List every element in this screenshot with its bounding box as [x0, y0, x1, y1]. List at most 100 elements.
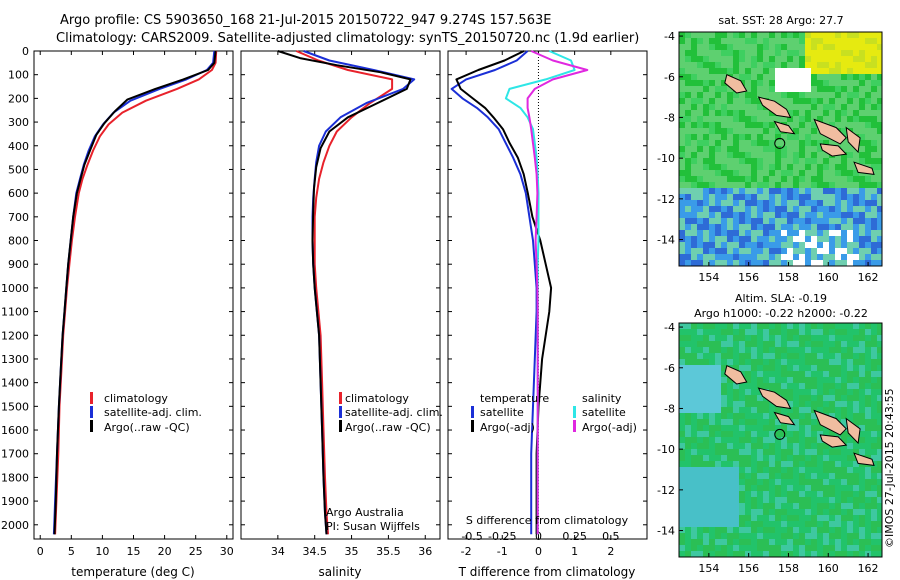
map-cell: [823, 170, 829, 176]
map-cell: [679, 152, 685, 158]
map-cell: [679, 128, 685, 134]
map-cell: [751, 56, 757, 62]
map-cell: [685, 68, 691, 74]
map-cell: [685, 128, 691, 134]
map-cell: [877, 128, 882, 134]
salinity-legend: climatology satellite-adj. clim. Argo(..…: [326, 392, 443, 533]
map-cell: [745, 62, 751, 68]
map-cell: [679, 254, 685, 260]
map-cell: [739, 200, 745, 206]
map-cell: [703, 62, 709, 68]
map-cell: [781, 74, 787, 80]
map-cell: [781, 431, 787, 437]
map-cell: [727, 194, 733, 200]
map-cell: [691, 236, 697, 242]
map-cell: [829, 509, 835, 515]
map-cell: [805, 80, 811, 86]
map-cell: [835, 122, 841, 128]
map-cell: [823, 200, 829, 206]
map-cell: [793, 44, 799, 50]
map-cell: [817, 50, 823, 56]
map-cell: [877, 515, 882, 521]
map-cell: [829, 248, 835, 254]
map-cell: [685, 242, 691, 248]
map-cell: [853, 86, 859, 92]
map-cell: [787, 242, 793, 248]
map-cell: [847, 335, 853, 341]
map-cell: [745, 116, 751, 122]
map-cell: [835, 104, 841, 110]
map-cell: [793, 182, 799, 188]
map-cell: [727, 335, 733, 341]
map-cell: [679, 479, 685, 485]
map-cell: [769, 449, 775, 455]
map-cell: [841, 32, 847, 38]
map-cell: [727, 491, 733, 497]
map-cell: [865, 353, 871, 359]
map-cell: [799, 236, 805, 242]
map-cell: [721, 254, 727, 260]
map-cell: [745, 152, 751, 158]
map-cell: [793, 152, 799, 158]
map-cell: [703, 479, 709, 485]
map-cell: [745, 98, 751, 104]
map-cell: [859, 527, 865, 533]
map-cell: [727, 230, 733, 236]
map-cell: [745, 551, 751, 557]
map-cell: [865, 194, 871, 200]
map-cell: [715, 170, 721, 176]
legend-label-t-argo: Argo(-adj): [480, 421, 535, 434]
map-cell: [865, 407, 871, 413]
map-cell: [703, 200, 709, 206]
map-cell: [709, 443, 715, 449]
map-cell: [745, 86, 751, 92]
map-cell: [715, 341, 721, 347]
map-cell: [685, 401, 691, 407]
map-cell: [781, 248, 787, 254]
map-x-tick-label: 154: [698, 271, 719, 284]
map-cell: [841, 437, 847, 443]
map-cell: [709, 521, 715, 527]
map-cell: [715, 461, 721, 467]
map-cell: [685, 371, 691, 377]
map-cell: [745, 38, 751, 44]
map-cell: [877, 347, 882, 353]
map-cell: [793, 407, 799, 413]
map-cell: [727, 212, 733, 218]
map-cell: [685, 86, 691, 92]
map-cell: [817, 62, 823, 68]
map-cell: [733, 68, 739, 74]
map-cell: [829, 377, 835, 383]
map-cell: [793, 146, 799, 152]
map-cell: [799, 110, 805, 116]
map-cell: [835, 236, 841, 242]
map-cell: [793, 479, 799, 485]
map-cell: [739, 365, 745, 371]
map-cell: [751, 467, 757, 473]
map-cell: [691, 335, 697, 341]
map-cell: [679, 467, 685, 473]
map-cell: [703, 80, 709, 86]
map-cell: [721, 56, 727, 62]
map-cell: [859, 347, 865, 353]
map-cell: [733, 425, 739, 431]
map-cell: [823, 527, 829, 533]
island: [757, 96, 792, 119]
map-cell: [877, 200, 882, 206]
map-cell: [691, 467, 697, 473]
map-cell: [811, 353, 817, 359]
map-cell: [805, 206, 811, 212]
map-cell: [871, 116, 877, 122]
map-cell: [841, 224, 847, 230]
map-cell: [775, 377, 781, 383]
map-cell: [847, 254, 853, 260]
map-cell: [739, 335, 745, 341]
map-cell: [793, 401, 799, 407]
map-cell: [787, 497, 793, 503]
map-cell: [859, 509, 865, 515]
map-cell: [817, 254, 823, 260]
map-cell: [871, 224, 877, 230]
map-cell: [799, 44, 805, 50]
map-cell: [835, 473, 841, 479]
map-cell: [841, 407, 847, 413]
